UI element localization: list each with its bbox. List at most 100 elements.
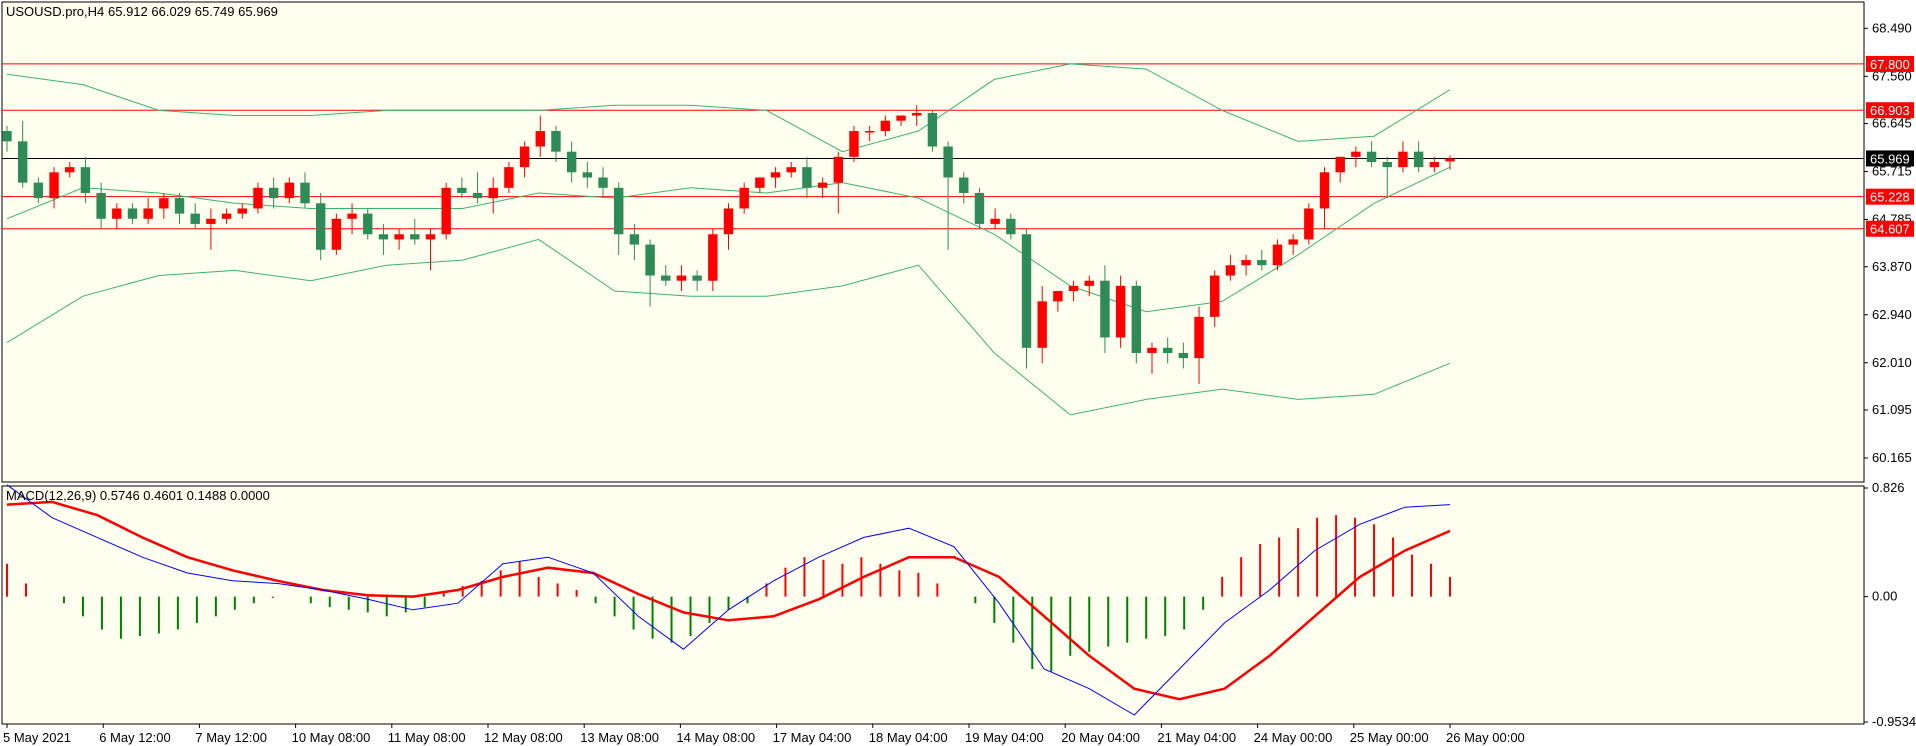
candle-body — [786, 167, 796, 173]
price-label-box — [1866, 102, 1914, 119]
candle — [394, 229, 404, 250]
candle — [253, 182, 263, 214]
candle — [488, 177, 498, 214]
candle-body — [629, 234, 640, 245]
candle-body — [1304, 208, 1314, 240]
candle — [833, 151, 843, 214]
price-label-text: 67.800 — [1870, 57, 1910, 72]
candle-body — [974, 192, 985, 224]
candle-body — [143, 208, 153, 219]
candle-body — [1194, 316, 1204, 359]
macd-tick-label: -0.9534 — [1872, 714, 1916, 729]
candle-body — [96, 192, 106, 219]
candle — [127, 203, 138, 224]
candle — [676, 265, 687, 292]
candle-body — [645, 244, 655, 276]
candle-body — [849, 131, 859, 157]
candle — [1335, 156, 1345, 183]
candle — [1429, 156, 1440, 173]
candle — [80, 156, 91, 204]
candle — [472, 172, 483, 204]
candle-body — [300, 182, 310, 204]
candle — [1021, 229, 1032, 369]
price-tick-label: 66.645 — [1872, 116, 1912, 131]
price-label-text: 65.969 — [1870, 151, 1910, 166]
price-label-box — [1866, 220, 1914, 237]
candle-body — [268, 187, 279, 199]
candle — [190, 203, 200, 230]
candle — [990, 208, 1000, 230]
price-label-box — [1866, 150, 1914, 167]
candle — [519, 141, 530, 178]
candle — [974, 187, 985, 230]
time-tick-label: 21 May 04:00 — [1157, 730, 1236, 745]
candle-body — [253, 187, 263, 209]
candle — [159, 192, 169, 219]
candle — [708, 229, 718, 292]
candle-body — [1398, 151, 1408, 168]
price-pane[interactable] — [1, 1, 1865, 483]
candle-body — [566, 151, 577, 173]
candle — [739, 182, 749, 214]
macd-main-line — [6, 484, 1451, 716]
candle — [582, 162, 593, 188]
candle-body — [661, 275, 671, 281]
candle-body — [65, 167, 75, 173]
candle-body — [331, 218, 342, 250]
candle-body — [1335, 156, 1345, 173]
candle-body — [1288, 239, 1298, 245]
candle — [347, 203, 357, 235]
price-tick-label: 62.940 — [1872, 307, 1912, 322]
macd-pane[interactable] — [1, 485, 1865, 725]
candle-body — [1241, 260, 1251, 266]
price-label-box — [1866, 55, 1914, 72]
candle — [755, 177, 765, 193]
candle — [2, 125, 12, 152]
candle-body — [49, 172, 59, 199]
candle-body — [943, 146, 953, 178]
candle-body — [17, 141, 28, 183]
candle-body — [802, 167, 812, 188]
candle-body — [912, 112, 922, 116]
candle-body — [1068, 285, 1079, 292]
candle-body — [582, 172, 593, 178]
time-tick-label: 11 May 08:00 — [388, 730, 466, 745]
macd-tick-label: 0.826 — [1872, 480, 1905, 495]
candle — [49, 167, 59, 209]
candle-body — [614, 187, 624, 235]
time-tick-label: 14 May 08:00 — [676, 730, 755, 745]
candle — [1178, 342, 1189, 369]
candle — [1068, 280, 1079, 302]
candle-body — [457, 187, 467, 193]
candle — [927, 110, 938, 152]
candle-body — [864, 131, 875, 133]
candle — [661, 265, 671, 286]
candle — [315, 192, 326, 261]
candle — [849, 125, 859, 162]
candle-body — [284, 182, 295, 199]
time-tick-label: 19 May 04:00 — [965, 730, 1044, 745]
time-tick-label: 25 May 00:00 — [1350, 730, 1429, 745]
candle — [802, 156, 812, 199]
candle-body — [1131, 285, 1142, 353]
time-tick-label: 17 May 04:00 — [773, 730, 852, 745]
candle — [143, 198, 153, 224]
candle — [1413, 141, 1424, 173]
time-axis: 5 May 2021 6 May 12:00 7 May 12:00 10 May 0… — [3, 724, 1525, 745]
candle — [65, 162, 75, 178]
candle-body — [880, 120, 891, 132]
candle — [378, 223, 389, 255]
candle — [1100, 265, 1110, 353]
candle — [1006, 213, 1016, 240]
candle-body — [1366, 151, 1377, 162]
candle-body — [2, 131, 12, 142]
candle — [959, 172, 969, 204]
candle — [1147, 342, 1157, 374]
time-tick-label: 6 May 12:00 — [99, 730, 171, 745]
time-tick-label: 18 May 04:00 — [869, 730, 948, 745]
candle — [1225, 254, 1236, 281]
candle-body — [1445, 158, 1455, 162]
bollinger-middle — [6, 166, 1451, 313]
candle — [551, 125, 561, 162]
candle — [410, 218, 420, 245]
